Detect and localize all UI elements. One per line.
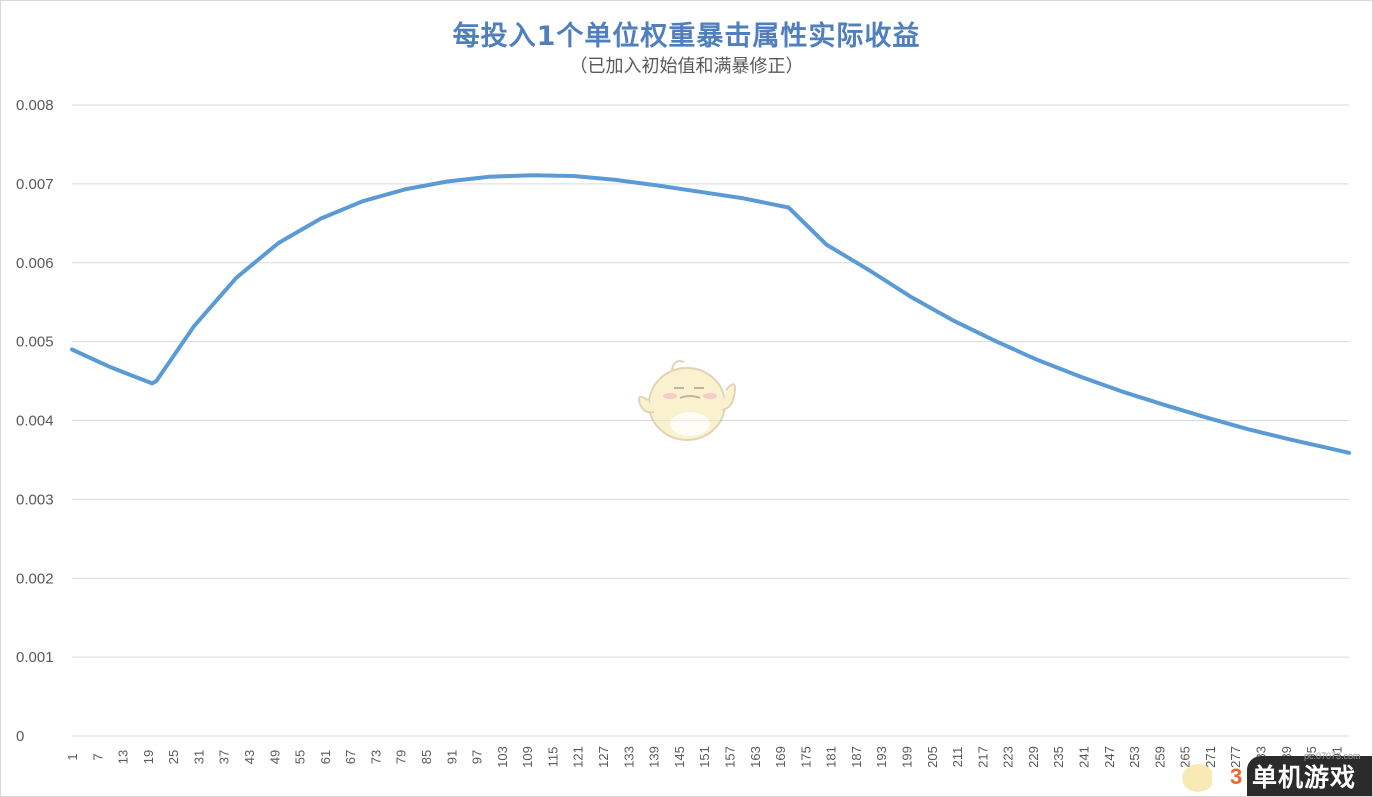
x-tick-label: 277: [1228, 746, 1243, 768]
x-tick-label: 79: [394, 750, 409, 764]
x-tick-label: 175: [798, 746, 813, 768]
x-tick-label: 241: [1076, 746, 1091, 768]
x-tick-label: 67: [343, 750, 358, 764]
x-tick-label: 265: [1178, 746, 1193, 768]
x-tick-label: 187: [849, 746, 864, 768]
x-tick-label: 37: [217, 750, 232, 764]
x-axis-ticks: 1 7 13 19 25 31 37 43 49 55 61 67 73 79 85 91 97 103 109 11…: [65, 746, 1344, 768]
x-tick-label: 205: [925, 746, 940, 768]
y-tick-label: 0.004: [16, 413, 54, 430]
y-axis-ticks: 0 0.001 0.002 0.003 0.004 0.005 0.006 0.007 0.00…: [16, 97, 54, 745]
site-watermark: [1172, 752, 1372, 796]
x-tick-label: 13: [116, 750, 131, 764]
chart-title: 每投入1个单位权重暴击属性实际收益: [452, 21, 921, 52]
x-tick-label: 163: [748, 746, 763, 768]
mascot-watermark-image: [638, 360, 736, 441]
x-tick-label: 133: [621, 746, 636, 768]
watermark-number: 3: [1230, 764, 1243, 789]
x-tick-label: 7: [90, 753, 105, 760]
chart-subtitle: （已加入初始值和满暴修正）: [569, 56, 804, 77]
x-tick-label: 157: [722, 746, 737, 768]
x-tick-label: 259: [1152, 746, 1167, 768]
y-tick-label: 0: [16, 728, 24, 745]
x-tick-label: 235: [1051, 746, 1066, 768]
x-tick-label: 223: [1001, 746, 1016, 768]
x-tick-label: 25: [166, 750, 181, 764]
y-tick-label: 0.001: [16, 649, 54, 666]
x-tick-label: 181: [824, 746, 839, 768]
x-tick-label: 1: [65, 753, 80, 760]
x-tick-label: 151: [697, 746, 712, 768]
x-tick-label: 193: [874, 746, 889, 768]
x-tick-label: 55: [293, 750, 308, 764]
y-tick-label: 0.005: [16, 334, 54, 351]
x-tick-label: 211: [950, 747, 965, 768]
x-tick-label: 145: [672, 746, 687, 768]
y-tick-label: 0.003: [16, 491, 54, 508]
x-tick-label: 229: [1026, 746, 1041, 768]
y-tick-label: 0.006: [16, 255, 54, 272]
y-tick-label: 0.008: [16, 97, 54, 114]
y-tick-label: 0.002: [16, 570, 54, 587]
x-tick-label: 19: [141, 750, 156, 764]
x-tick-label: 109: [520, 746, 535, 768]
x-tick-label: 139: [647, 746, 662, 768]
x-tick-label: 169: [773, 746, 788, 768]
x-tick-label: 43: [242, 750, 257, 764]
x-tick-label: 271: [1203, 746, 1218, 768]
series-layer: [70, 173, 1351, 455]
x-tick-label: 73: [368, 750, 383, 764]
x-tick-label: 85: [419, 750, 434, 764]
x-tick-label: 103: [495, 746, 510, 768]
x-tick-label: 199: [899, 746, 914, 768]
y-tick-label: 0.007: [16, 176, 54, 193]
x-tick-label: 217: [975, 746, 990, 768]
series-line: [70, 173, 1351, 455]
x-tick-label: 91: [444, 750, 459, 764]
x-tick-label: 97: [470, 750, 485, 764]
x-tick-label: 115: [545, 747, 560, 768]
watermark-mascot-icon: [1182, 764, 1212, 792]
x-tick-label: 127: [596, 746, 611, 768]
x-tick-label: 247: [1102, 746, 1117, 768]
x-tick-label: 61: [318, 750, 333, 764]
watermark-label: 单机游戏: [1252, 763, 1357, 792]
watermark-badge: [1247, 756, 1372, 796]
x-tick-label: 31: [191, 750, 206, 764]
x-tick-label: 49: [267, 750, 282, 764]
x-tick-label: 253: [1127, 746, 1142, 768]
watermark-url: pc.07073.com: [1304, 751, 1361, 761]
x-tick-label: 121: [571, 746, 586, 768]
